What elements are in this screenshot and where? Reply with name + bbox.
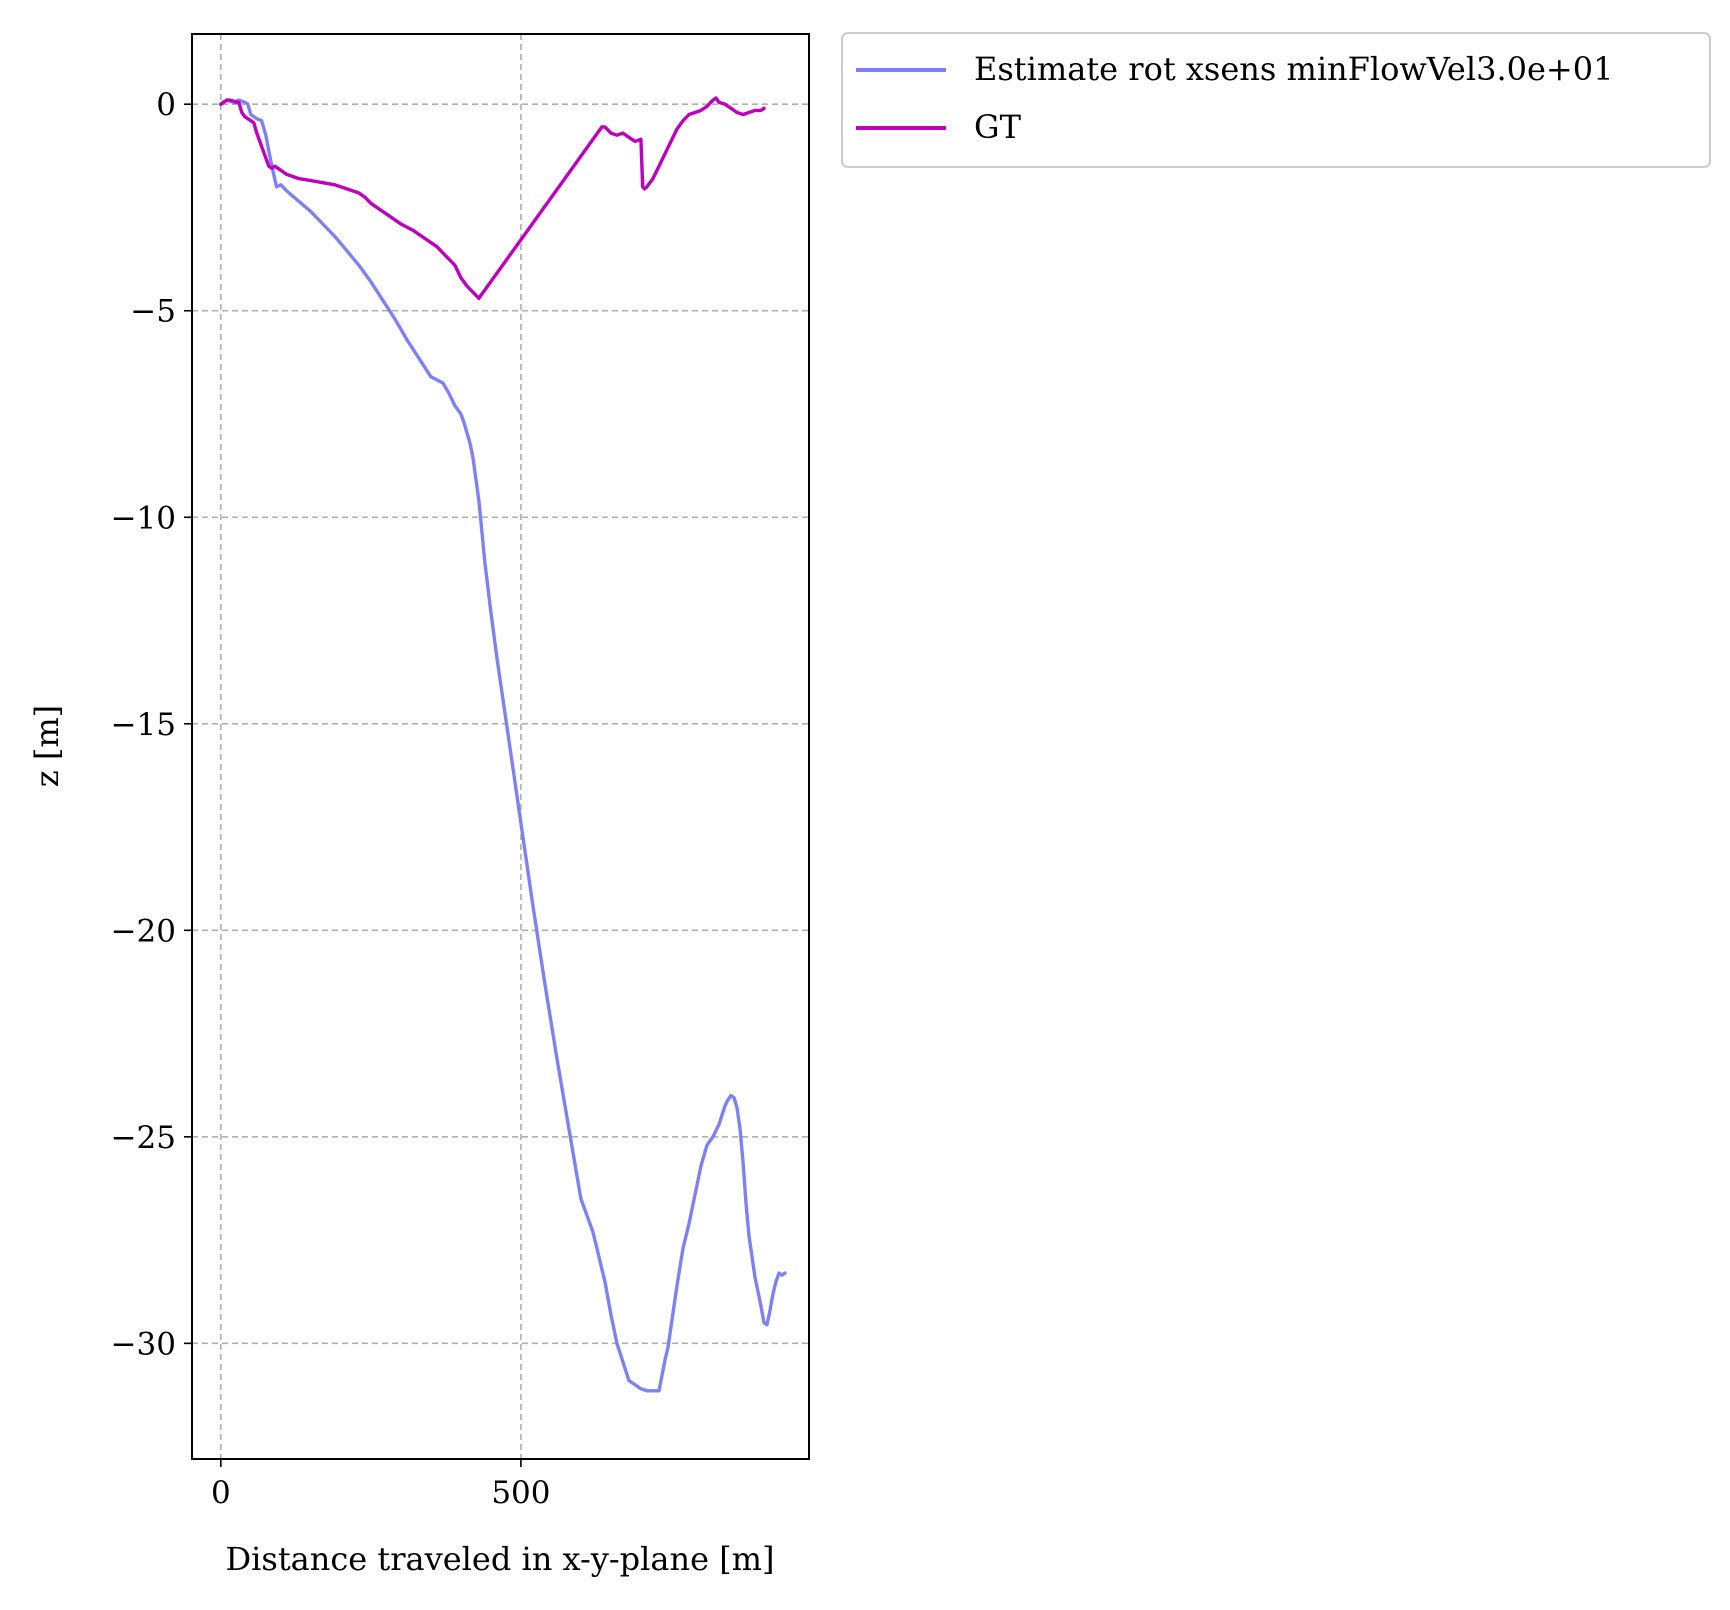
y-tick-label: 0 [156, 87, 176, 123]
legend-box [841, 32, 1711, 168]
x-axis-label: Distance traveled in x-y-plane [m] [226, 1540, 775, 1578]
y-tick-label: −10 [111, 500, 176, 536]
y-tick-label: −25 [111, 1120, 176, 1156]
series-line-gt [219, 96, 766, 300]
series-lines [219, 96, 787, 1393]
series-line-estimate [219, 98, 787, 1393]
y-tick-label: −15 [111, 707, 176, 743]
y-tick-label: −20 [111, 913, 176, 949]
legend-label-estimate: Estimate rot xsens minFlowVel3.0e+01 [974, 50, 1613, 88]
axis-ticks: 0 500 0 −5 −10 −15 −20 −25 −30 [111, 87, 551, 1511]
x-tick-label: 500 [491, 1475, 550, 1511]
y-tick-label: −5 [130, 294, 176, 330]
legend-label-gt: GT [974, 108, 1022, 146]
x-tick-label: 0 [211, 1475, 231, 1511]
y-axis-label: z [m] [28, 705, 66, 787]
grid [192, 34, 809, 1459]
plot-frame [191, 33, 810, 1460]
y-tick-label: −30 [111, 1326, 176, 1362]
legend: Estimate rot xsens minFlowVel3.0e+01 GT [841, 32, 1711, 168]
